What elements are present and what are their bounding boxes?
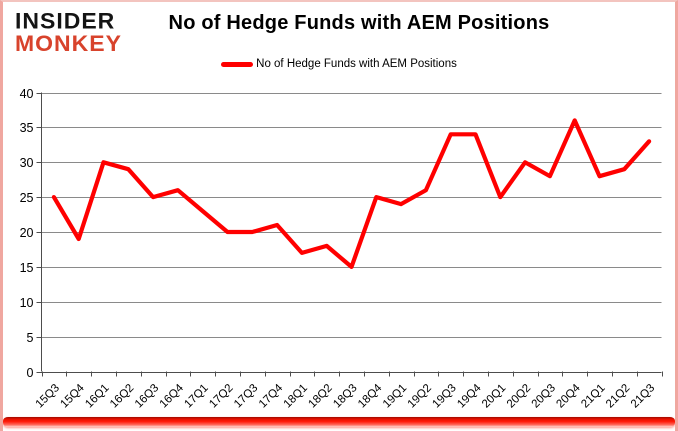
y-tick-label: 15	[20, 261, 34, 275]
x-tick-label: 19Q4	[455, 382, 484, 411]
y-tick-label: 0	[27, 366, 34, 380]
x-tick-label: 17Q1	[182, 382, 210, 410]
x-tick-label: 20Q2	[505, 382, 533, 410]
x-tick-label: 19Q3	[430, 382, 458, 410]
x-tick-label: 21Q3	[629, 382, 657, 410]
chart-title: No of Hedge Funds with AEM Positions	[168, 12, 550, 34]
x-tick-label: 20Q1	[480, 382, 508, 410]
y-tick-label: 40	[20, 87, 34, 101]
legend: No of Hedge Funds with AEM Positions	[3, 58, 675, 70]
x-tick-label: 15Q4	[58, 382, 87, 411]
x-tick-label: 21Q2	[604, 382, 632, 410]
x-tick-label: 16Q2	[108, 382, 136, 410]
x-tick-label: 18Q4	[356, 382, 385, 411]
series-line	[51, 118, 652, 269]
line-chart-plot: 0 5 10 15 20 25 30 35 40 15Q315Q416Q116Q216Q316Q4…	[20, 87, 663, 411]
y-tick-label: 30	[20, 156, 34, 170]
insider-monkey-logo: INSIDER MONKEY	[15, 10, 122, 55]
x-tick-label: 16Q4	[158, 382, 187, 411]
x-tick-label: 16Q1	[83, 382, 111, 410]
x-tick-label: 17Q2	[207, 382, 235, 410]
x-tick-label: 19Q2	[406, 382, 434, 410]
x-tick-label: 16Q3	[133, 382, 161, 410]
x-tick-label: 18Q3	[331, 382, 359, 410]
logo-monkey-text: MONKEY	[15, 30, 122, 57]
legend-label: No of Hedge Funds with AEM Positions	[256, 58, 457, 70]
y-tick-label: 10	[20, 296, 34, 310]
y-tick-label: 35	[20, 121, 34, 135]
x-tick-label: 18Q1	[282, 382, 310, 410]
y-tick-label: 20	[20, 226, 34, 240]
x-tick-label: 18Q2	[306, 382, 334, 410]
red-divider-bar	[3, 417, 675, 427]
x-tick-label: 17Q3	[232, 382, 260, 410]
legend-line-marker-icon	[221, 61, 254, 67]
x-tick-label: 20Q4	[554, 382, 583, 411]
logo-insider-text: INSIDER	[15, 8, 116, 34]
x-tick-label: 15Q3	[34, 382, 62, 410]
x-tick-label: 21Q1	[579, 382, 607, 410]
x-tick-label: 19Q1	[381, 382, 409, 410]
x-tick-label: 17Q4	[257, 382, 286, 411]
x-tick-label: 20Q3	[530, 382, 558, 410]
y-tick-label: 5	[27, 331, 34, 345]
y-tick-label: 25	[20, 191, 34, 205]
